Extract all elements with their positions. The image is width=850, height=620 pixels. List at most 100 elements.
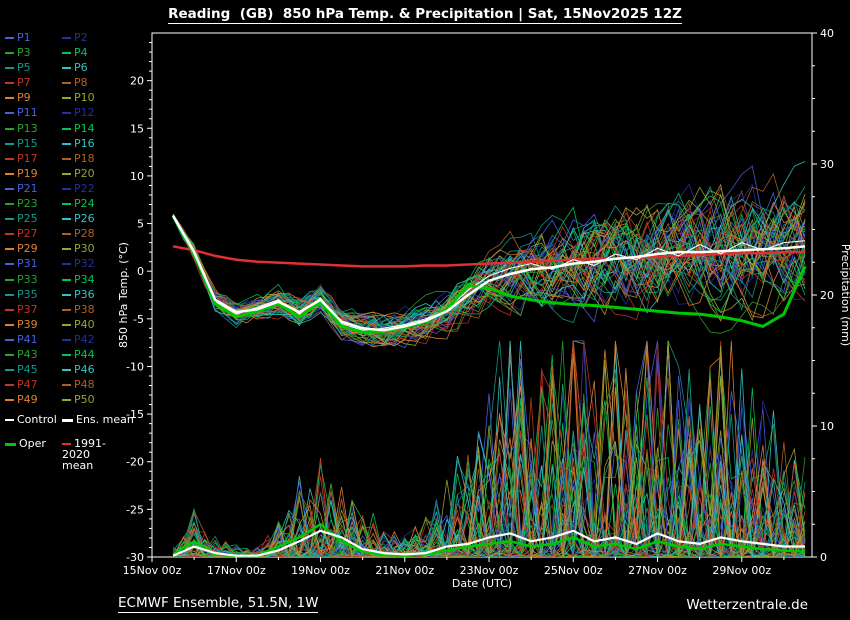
y-left-tick-label: 5 [137, 218, 144, 231]
y-left-axis-title: 850 hPa Temp. (°C) [117, 242, 130, 348]
legend-line-swatch [5, 278, 14, 281]
y-left-tick-label: -10 [126, 360, 144, 373]
tick-labels: -30 -25 -20 -15 -10 -5 0 5 10 15 20 0 10 20 30 40 15Nov … [123, 27, 834, 577]
tick-marks [147, 32, 817, 562]
legend-line-swatch [62, 369, 71, 372]
legend-item-p39: P39 [5, 318, 62, 333]
y-left-tick-label: -20 [126, 456, 144, 469]
legend-label: Ens. mean [76, 413, 134, 427]
legend-line-swatch [5, 419, 14, 422]
y-left-tick-label: -15 [126, 408, 144, 421]
legend-item-p2: P2 [62, 31, 119, 46]
legend-label: P43 [17, 347, 38, 361]
legend-item-p16: P16 [62, 137, 119, 152]
precip-member-lines [172, 340, 806, 557]
legend-item-p14: P14 [62, 122, 119, 137]
legend-label: P41 [17, 332, 38, 346]
y-left-tick-label: 20 [130, 75, 144, 88]
legend-label: P23 [17, 197, 38, 211]
legend-label: P17 [17, 151, 38, 165]
legend-line-swatch [62, 293, 71, 296]
control-line [172, 214, 806, 331]
legend-line-swatch [5, 203, 14, 206]
legend-label: P8 [74, 76, 88, 90]
legend-line-swatch [5, 157, 14, 160]
legend-item-p27: P27 [5, 227, 62, 242]
legend-label: P35 [17, 287, 38, 301]
main-lines [171, 214, 807, 557]
ens-mean-temp-line [172, 215, 806, 332]
legend-line-swatch [62, 308, 71, 311]
legend-line-swatch [5, 142, 14, 145]
legend-line-swatch [62, 338, 71, 341]
legend-label: P36 [74, 287, 95, 301]
ens-mean-precip-line [172, 529, 805, 557]
legend-line-swatch [5, 384, 14, 387]
legend-item-p5: P5 [5, 61, 62, 76]
legend-line-swatch [62, 443, 71, 446]
legend-item-p48: P48 [62, 378, 119, 393]
y-right-axis-title: Precipitation (mm) [839, 244, 850, 346]
legend-label: P1 [17, 31, 31, 44]
x-tick-label: 15Nov 00z [123, 564, 182, 577]
legend-item-p35: P35 [5, 288, 62, 303]
legend-line-swatch [62, 52, 71, 55]
legend-item-p38: P38 [62, 303, 119, 318]
legend-item-p36: P36 [62, 288, 119, 303]
legend-label: P25 [17, 212, 38, 226]
legend-line-swatch [62, 323, 71, 326]
legend-label: P4 [74, 46, 88, 60]
legend-label: P30 [74, 242, 95, 256]
y-right-tick-label: 30 [820, 158, 834, 171]
legend-line-swatch [62, 418, 73, 422]
legend-item-p40: P40 [62, 318, 119, 333]
y-left-tick-label: -30 [126, 551, 144, 564]
x-tick-label: 19Nov 00z [291, 564, 350, 577]
legend-label: P50 [74, 393, 95, 407]
legend-line-swatch [5, 172, 14, 175]
legend-line-swatch [5, 127, 14, 130]
site-credit: Wetterzentrale.de [686, 597, 808, 613]
legend-line-swatch [5, 338, 14, 341]
legend-item-p10: P10 [62, 91, 119, 106]
legend-item-p20: P20 [62, 167, 119, 182]
legend-label: P44 [74, 347, 95, 361]
legend-label: P31 [17, 257, 38, 271]
legend-item-p33: P33 [5, 273, 62, 288]
legend-label: P19 [17, 166, 38, 180]
legend-line-swatch [62, 278, 71, 281]
temp-member-lines [172, 161, 806, 349]
legend-line-swatch [62, 97, 71, 100]
x-tick-label: 17Nov 00z [207, 564, 266, 577]
legend-label: P16 [74, 136, 95, 150]
legend-line-swatch [5, 233, 14, 236]
legend-label: P39 [17, 317, 38, 331]
legend-line-swatch [5, 308, 14, 311]
legend-label: P9 [17, 91, 31, 105]
legend-label: P5 [17, 61, 31, 75]
legend-line-swatch [5, 323, 14, 326]
legend-item-p42: P42 [62, 333, 119, 348]
legend-label: P15 [17, 136, 38, 150]
legend-label: P6 [74, 61, 88, 75]
legend-item-p22: P22 [62, 182, 119, 197]
legend-line-swatch [5, 112, 14, 115]
legend-label: P38 [74, 302, 95, 316]
x-tick-label: 27Nov 00z [628, 564, 687, 577]
y-right-tick-label: 20 [820, 289, 834, 302]
legend-line-swatch [62, 384, 71, 387]
legend-label: P48 [74, 378, 95, 392]
legend-item-p30: P30 [62, 242, 119, 257]
legend-item-p26: P26 [62, 212, 119, 227]
y-left-tick-label: -25 [126, 503, 144, 516]
legend-item-p13: P13 [5, 122, 62, 137]
legend-item-p32: P32 [62, 257, 119, 272]
legend-item-p3: P3 [5, 46, 62, 61]
legend-label: 1991-2020 mean [62, 437, 106, 473]
legend-label: Oper [19, 437, 46, 451]
legend-label: P33 [17, 272, 38, 286]
legend-label: P12 [74, 106, 95, 120]
legend-item-p23: P23 [5, 197, 62, 212]
